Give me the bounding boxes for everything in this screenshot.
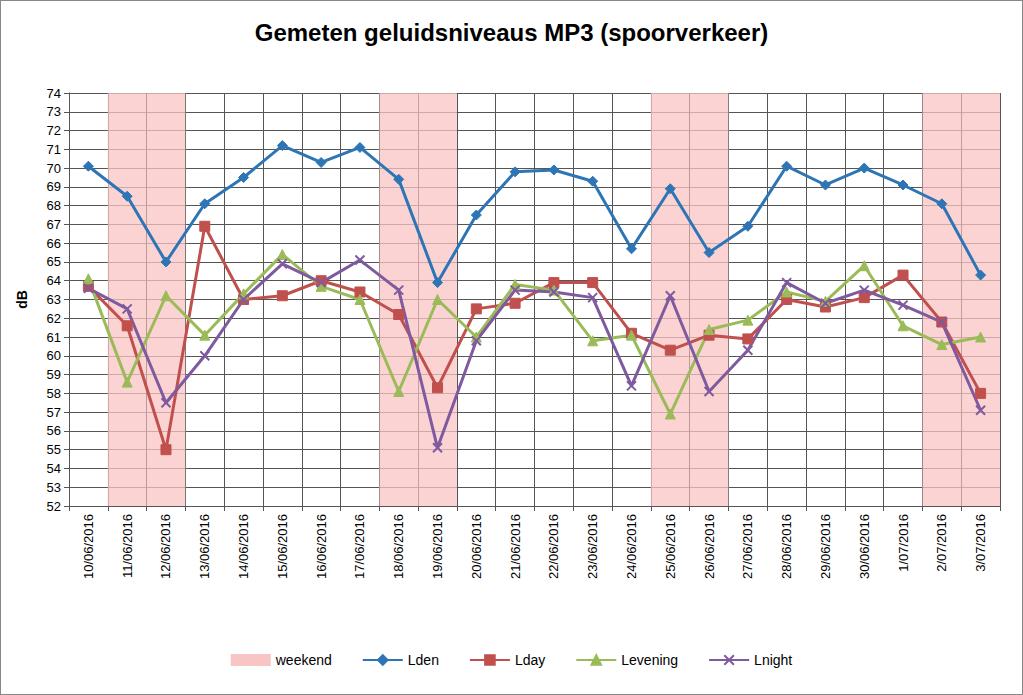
svg-text:Lden: Lden <box>408 652 439 668</box>
svg-text:Levening: Levening <box>621 652 678 668</box>
svg-text:3/07/2016: 3/07/2016 <box>973 514 988 572</box>
svg-text:20/06/2016: 20/06/2016 <box>469 514 484 579</box>
svg-text:74: 74 <box>47 86 61 101</box>
svg-text:Gemeten geluidsniveaus MP3 (sp: Gemeten geluidsniveaus MP3 (spoorverkeer… <box>255 19 769 46</box>
svg-text:60: 60 <box>47 348 61 363</box>
svg-text:69: 69 <box>47 179 61 194</box>
svg-text:10/06/2016: 10/06/2016 <box>81 514 96 579</box>
svg-text:53: 53 <box>47 480 61 495</box>
svg-text:59: 59 <box>47 367 61 382</box>
svg-text:weekend: weekend <box>275 652 332 668</box>
svg-text:54: 54 <box>47 461 61 476</box>
svg-text:25/06/2016: 25/06/2016 <box>663 514 678 579</box>
svg-text:29/06/2016: 29/06/2016 <box>818 514 833 579</box>
svg-text:2/07/2016: 2/07/2016 <box>934 514 949 572</box>
svg-text:56: 56 <box>47 423 61 438</box>
svg-text:52: 52 <box>47 499 61 514</box>
svg-text:21/06/2016: 21/06/2016 <box>508 514 523 579</box>
svg-text:72: 72 <box>47 123 61 138</box>
svg-text:30/06/2016: 30/06/2016 <box>857 514 872 579</box>
svg-text:12/06/2016: 12/06/2016 <box>158 514 173 579</box>
svg-text:57: 57 <box>47 405 61 420</box>
svg-text:73: 73 <box>47 104 61 119</box>
svg-text:dB: dB <box>14 290 30 309</box>
svg-text:61: 61 <box>47 330 61 345</box>
svg-text:28/06/2016: 28/06/2016 <box>779 514 794 579</box>
svg-text:17/06/2016: 17/06/2016 <box>352 514 367 579</box>
svg-text:22/06/2016: 22/06/2016 <box>546 514 561 579</box>
svg-text:23/06/2016: 23/06/2016 <box>585 514 600 579</box>
svg-text:68: 68 <box>47 198 61 213</box>
svg-text:66: 66 <box>47 236 61 251</box>
svg-text:Lday: Lday <box>515 652 545 668</box>
svg-text:19/06/2016: 19/06/2016 <box>430 514 445 579</box>
svg-text:18/06/2016: 18/06/2016 <box>391 514 406 579</box>
svg-text:14/06/2016: 14/06/2016 <box>236 514 251 579</box>
svg-text:62: 62 <box>47 311 61 326</box>
svg-text:15/06/2016: 15/06/2016 <box>275 514 290 579</box>
svg-text:64: 64 <box>47 273 61 288</box>
svg-text:67: 67 <box>47 217 61 232</box>
svg-text:1/07/2016: 1/07/2016 <box>896 514 911 572</box>
svg-text:58: 58 <box>47 386 61 401</box>
svg-text:24/06/2016: 24/06/2016 <box>624 514 639 579</box>
svg-text:63: 63 <box>47 292 61 307</box>
svg-text:70: 70 <box>47 161 61 176</box>
svg-text:26/06/2016: 26/06/2016 <box>702 514 717 579</box>
svg-text:71: 71 <box>47 142 61 157</box>
svg-text:16/06/2016: 16/06/2016 <box>314 514 329 579</box>
svg-text:27/06/2016: 27/06/2016 <box>740 514 755 579</box>
svg-text:65: 65 <box>47 254 61 269</box>
svg-text:55: 55 <box>47 442 61 457</box>
svg-text:11/06/2016: 11/06/2016 <box>120 514 135 578</box>
svg-text:13/06/2016: 13/06/2016 <box>197 514 212 579</box>
svg-text:Lnight: Lnight <box>754 652 792 668</box>
